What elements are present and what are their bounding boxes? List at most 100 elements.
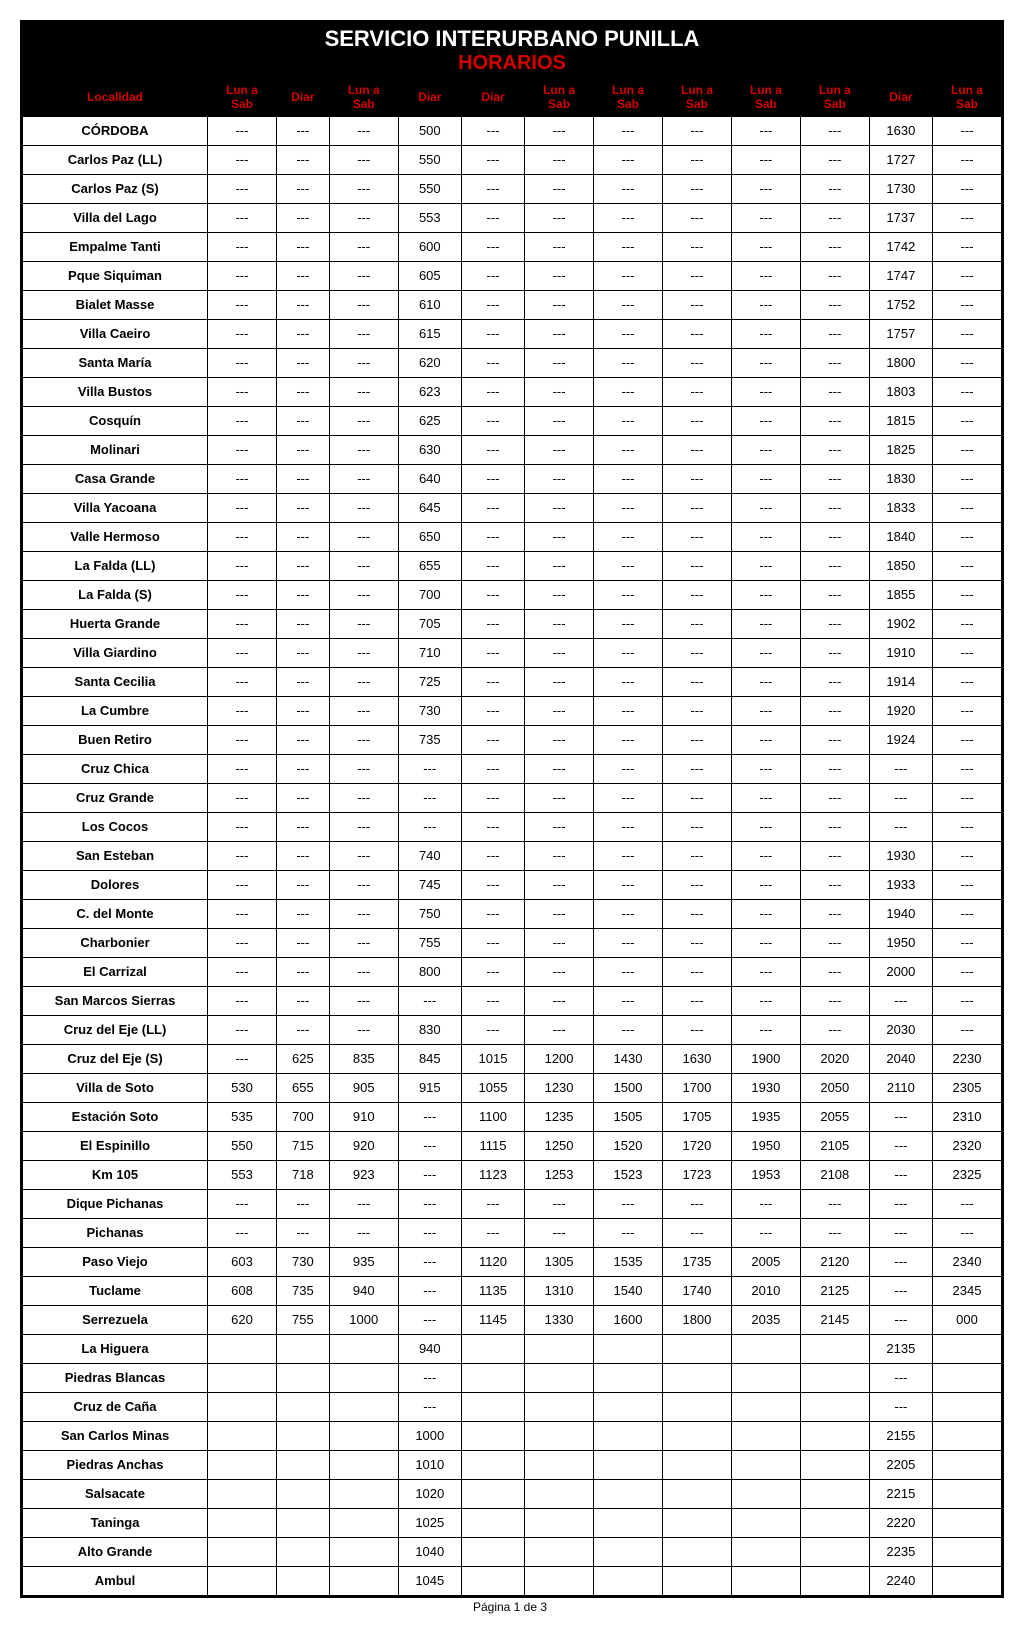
time-cell bbox=[276, 1334, 329, 1363]
time-cell: --- bbox=[932, 464, 1001, 493]
time-cell: --- bbox=[525, 232, 594, 261]
locality-cell: Cruz de Caña bbox=[23, 1392, 208, 1421]
time-cell: --- bbox=[594, 261, 663, 290]
time-cell: --- bbox=[398, 754, 461, 783]
time-cell: --- bbox=[932, 1189, 1001, 1218]
table-row: Cruz del Eje (LL)---------830-----------… bbox=[23, 1015, 1002, 1044]
time-cell: 750 bbox=[398, 899, 461, 928]
time-cell: --- bbox=[276, 551, 329, 580]
time-cell: --- bbox=[800, 232, 869, 261]
time-cell: --- bbox=[800, 986, 869, 1015]
time-cell: 735 bbox=[398, 725, 461, 754]
locality-cell: Piedras Blancas bbox=[23, 1363, 208, 1392]
time-cell: --- bbox=[208, 406, 277, 435]
time-cell: --- bbox=[594, 841, 663, 870]
time-cell: --- bbox=[208, 725, 277, 754]
time-cell: --- bbox=[594, 522, 663, 551]
locality-cell: Carlos Paz (LL) bbox=[23, 145, 208, 174]
time-cell: 2305 bbox=[932, 1073, 1001, 1102]
time-cell: 923 bbox=[329, 1160, 398, 1189]
locality-cell: Huerta Grande bbox=[23, 609, 208, 638]
col-service: Lun aSab bbox=[525, 80, 594, 117]
col-service: Lun aSab bbox=[329, 80, 398, 117]
time-cell: --- bbox=[276, 609, 329, 638]
time-cell: --- bbox=[461, 174, 524, 203]
time-cell: 1523 bbox=[594, 1160, 663, 1189]
time-cell: --- bbox=[800, 319, 869, 348]
time-cell: --- bbox=[594, 870, 663, 899]
time-cell: --- bbox=[731, 899, 800, 928]
locality-cell: CÓRDOBA bbox=[23, 116, 208, 145]
table-row: El Carrizal---------800-----------------… bbox=[23, 957, 1002, 986]
time-cell: 935 bbox=[329, 1247, 398, 1276]
time-cell bbox=[276, 1537, 329, 1566]
time-cell: --- bbox=[208, 116, 277, 145]
time-cell: --- bbox=[594, 406, 663, 435]
time-cell: --- bbox=[208, 232, 277, 261]
time-cell bbox=[800, 1392, 869, 1421]
time-cell: --- bbox=[525, 145, 594, 174]
time-cell: --- bbox=[398, 1160, 461, 1189]
time-cell: 920 bbox=[329, 1131, 398, 1160]
table-row: Piedras Blancas------ bbox=[23, 1363, 1002, 1392]
time-cell: --- bbox=[398, 1102, 461, 1131]
time-cell: --- bbox=[932, 406, 1001, 435]
time-cell: 2050 bbox=[800, 1073, 869, 1102]
time-cell: --- bbox=[525, 609, 594, 638]
time-cell bbox=[329, 1392, 398, 1421]
time-cell bbox=[276, 1508, 329, 1537]
time-cell: --- bbox=[731, 580, 800, 609]
time-cell: --- bbox=[594, 464, 663, 493]
time-cell: --- bbox=[461, 203, 524, 232]
time-cell: --- bbox=[932, 638, 1001, 667]
time-cell: --- bbox=[398, 1392, 461, 1421]
time-cell bbox=[208, 1392, 277, 1421]
time-cell bbox=[932, 1334, 1001, 1363]
time-cell: --- bbox=[932, 145, 1001, 174]
time-cell: --- bbox=[208, 783, 277, 812]
time-cell: 1705 bbox=[662, 1102, 731, 1131]
time-cell: --- bbox=[731, 319, 800, 348]
time-cell: --- bbox=[731, 754, 800, 783]
time-cell: --- bbox=[800, 203, 869, 232]
time-cell: 905 bbox=[329, 1073, 398, 1102]
time-cell: 715 bbox=[276, 1131, 329, 1160]
table-row: San Marcos Sierras----------------------… bbox=[23, 986, 1002, 1015]
time-cell: --- bbox=[461, 435, 524, 464]
locality-cell: Pque Siquiman bbox=[23, 261, 208, 290]
time-cell: --- bbox=[461, 783, 524, 812]
table-row: Villa Bustos---------623----------------… bbox=[23, 377, 1002, 406]
time-cell: 2030 bbox=[869, 1015, 932, 1044]
time-cell: 1015 bbox=[461, 1044, 524, 1073]
time-cell: 500 bbox=[398, 116, 461, 145]
time-cell bbox=[461, 1566, 524, 1595]
time-cell: --- bbox=[932, 609, 1001, 638]
time-cell: --- bbox=[869, 1218, 932, 1247]
time-cell: --- bbox=[208, 377, 277, 406]
time-cell: 1815 bbox=[869, 406, 932, 435]
time-cell: 553 bbox=[398, 203, 461, 232]
time-cell: --- bbox=[594, 203, 663, 232]
time-cell: 550 bbox=[398, 174, 461, 203]
locality-cell: Tuclame bbox=[23, 1276, 208, 1305]
locality-cell: La Cumbre bbox=[23, 696, 208, 725]
time-cell: 730 bbox=[398, 696, 461, 725]
time-cell: --- bbox=[525, 754, 594, 783]
time-cell: --- bbox=[461, 841, 524, 870]
time-cell: 1520 bbox=[594, 1131, 663, 1160]
time-cell bbox=[461, 1479, 524, 1508]
time-cell: --- bbox=[932, 377, 1001, 406]
table-row: Carlos Paz (LL)---------550-------------… bbox=[23, 145, 1002, 174]
time-cell: 1120 bbox=[461, 1247, 524, 1276]
time-cell: 1723 bbox=[662, 1160, 731, 1189]
time-cell: 1700 bbox=[662, 1073, 731, 1102]
time-cell: --- bbox=[525, 667, 594, 696]
time-cell bbox=[208, 1479, 277, 1508]
time-cell: --- bbox=[461, 406, 524, 435]
time-cell: 620 bbox=[208, 1305, 277, 1334]
time-cell: --- bbox=[594, 174, 663, 203]
time-cell: 755 bbox=[398, 928, 461, 957]
time-cell: --- bbox=[525, 116, 594, 145]
time-cell: --- bbox=[276, 928, 329, 957]
time-cell: --- bbox=[932, 203, 1001, 232]
